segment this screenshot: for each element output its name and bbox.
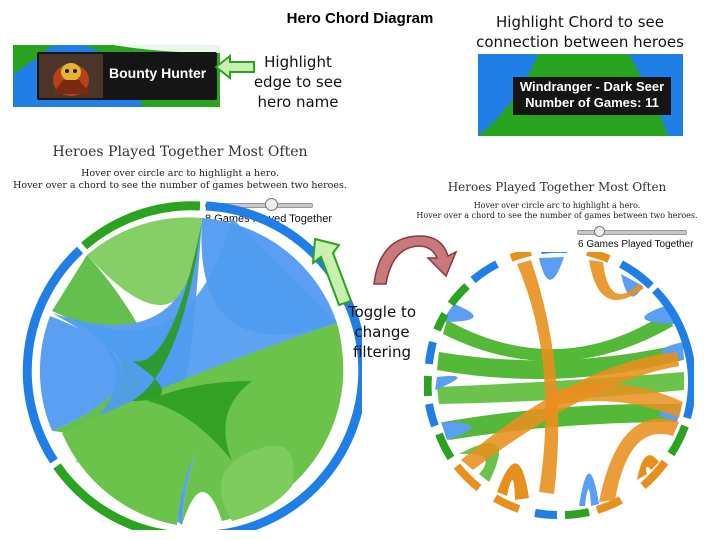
chord-callout: Highlight Chord to see connection betwee… [470, 12, 690, 52]
right-chord-ribbon[interactable] [443, 312, 673, 362]
right-chord-ribbon[interactable] [441, 422, 472, 440]
left-slider-thumb[interactable] [265, 198, 278, 211]
green-arrow-left [214, 54, 255, 80]
right-slider-label: 6 Games Played Together [578, 239, 694, 250]
right-hero-arc[interactable] [425, 340, 437, 365]
right-hero-arc[interactable] [534, 509, 558, 519]
edge-callout-line: Highlight [264, 53, 332, 71]
right-chord-ribbon[interactable] [637, 455, 659, 480]
left-hero-arc[interactable] [81, 201, 201, 250]
curved-red-arrow [373, 235, 458, 285]
right-hero-arc[interactable] [564, 508, 590, 519]
green-arrow-up [311, 237, 353, 307]
chord-tooltip: Windranger - Dark Seer Number of Games: … [513, 77, 671, 115]
hero-tooltip: Bounty Hunter [37, 52, 217, 100]
right-hero-arc[interactable] [509, 252, 532, 262]
right-chord-ribbon[interactable] [497, 463, 529, 500]
right-chord-ribbon[interactable] [579, 473, 599, 506]
right-chord-ribbon[interactable] [549, 384, 683, 418]
right-chord-ribbon[interactable] [441, 304, 474, 322]
left-hero-arc[interactable] [205, 201, 362, 530]
slide-title: Hero Chord Diagram [286, 10, 434, 27]
hero-portrait [39, 54, 103, 98]
right-hero-arc[interactable] [433, 311, 449, 332]
left-chord-ribbon[interactable] [147, 381, 252, 461]
right-hero-arc[interactable] [586, 252, 611, 263]
right-chord-ribbon[interactable] [435, 375, 458, 390]
right-panel-instructions: Hover over circle arc to highlight a her… [412, 201, 702, 221]
right-instruction-arc: Hover over circle arc to highlight a her… [473, 201, 641, 210]
left-chord-ribbon[interactable] [87, 217, 202, 306]
edge-callout: Highlight edge to see hero name [248, 52, 348, 112]
right-chord-diagram [424, 252, 694, 519]
right-slider-track[interactable] [577, 230, 687, 235]
right-chord-ribbon[interactable] [539, 257, 564, 280]
chord-tooltip-pair: Windranger - Dark Seer [519, 79, 665, 94]
right-hero-arc[interactable] [453, 463, 482, 492]
toggle-callout: Toggle to change filtering [336, 302, 428, 362]
hero-tooltip-name: Bounty Hunter [109, 65, 207, 81]
left-hero-arc[interactable] [53, 463, 220, 530]
left-instruction-chord: Hover over a chord to see the number of … [13, 180, 347, 191]
right-filter-slider[interactable] [577, 226, 687, 238]
left-chord-ribbon[interactable] [39, 316, 122, 431]
edge-callout-line: hero name [257, 93, 339, 111]
edge-highlight-screenshot: Bounty Hunter [13, 45, 220, 107]
right-hero-arc[interactable] [619, 260, 654, 289]
chord-tooltip-games: Number of Games: 11 [525, 95, 659, 110]
left-instruction-arc: Hover over circle arc to highlight a her… [81, 168, 279, 179]
right-hero-arc[interactable] [447, 283, 470, 307]
left-chord-ribbon[interactable] [220, 445, 294, 521]
left-chord-diagram [22, 201, 362, 530]
right-chord-ribbon[interactable] [599, 418, 679, 502]
left-slider-track[interactable] [205, 203, 313, 208]
toggle-callout-line: filtering [352, 343, 412, 361]
left-hero-arc[interactable] [22, 246, 84, 464]
left-panel-instructions: Hover over circle arc to highlight a her… [0, 168, 360, 192]
left-panel-title: Heroes Played Together Most Often [52, 144, 308, 160]
edge-callout-line: edge to see [253, 73, 343, 91]
right-chord-ribbon[interactable] [589, 260, 644, 301]
right-chord-ribbon[interactable] [517, 260, 559, 494]
right-hero-arc[interactable] [492, 494, 521, 513]
right-instruction-chord: Hover over a chord to see the number of … [416, 211, 698, 220]
chord-highlight-screenshot: Windranger - Dark Seer Number of Games: … [478, 54, 683, 136]
right-slider-thumb[interactable] [594, 226, 605, 237]
right-hero-arc[interactable] [425, 403, 439, 428]
right-panel-title: Heroes Played Together Most Often [447, 180, 667, 194]
right-hero-arc[interactable] [652, 287, 694, 420]
left-chord-ribbon[interactable] [182, 326, 344, 525]
right-hero-arc[interactable] [667, 424, 689, 457]
right-hero-arc[interactable] [595, 496, 623, 514]
right-chord-ribbon[interactable] [461, 352, 679, 470]
left-filter-slider[interactable] [205, 198, 313, 212]
chord-callout-line: connection between heroes [476, 33, 684, 51]
right-hero-arc[interactable] [435, 432, 455, 461]
toggle-callout-line: change [354, 323, 410, 341]
right-hero-arc[interactable] [640, 459, 669, 490]
toggle-callout-line: Toggle to [347, 303, 417, 321]
right-hero-arc[interactable] [470, 260, 499, 284]
chord-callout-line: Highlight Chord to see [496, 13, 664, 31]
